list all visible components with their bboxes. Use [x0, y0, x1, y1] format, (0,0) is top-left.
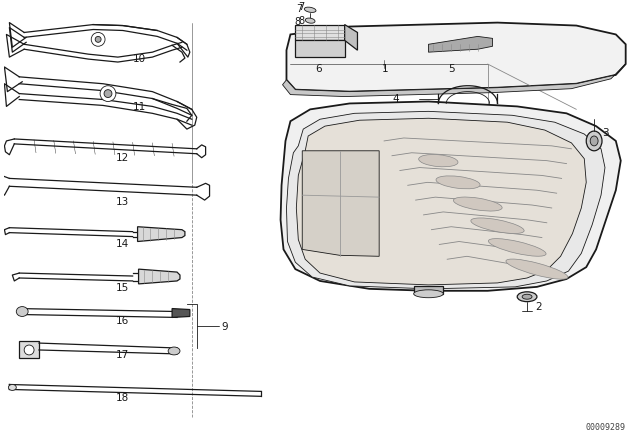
Polygon shape	[280, 102, 621, 291]
Ellipse shape	[8, 384, 16, 390]
Text: 6: 6	[315, 64, 322, 74]
Text: 5: 5	[448, 64, 455, 74]
Ellipse shape	[419, 155, 458, 167]
Polygon shape	[428, 36, 493, 52]
Text: 16: 16	[116, 316, 129, 327]
Ellipse shape	[413, 290, 444, 298]
Polygon shape	[295, 25, 345, 40]
Text: 12: 12	[116, 153, 129, 163]
Text: 7: 7	[298, 2, 305, 12]
Text: 18: 18	[116, 393, 129, 403]
Polygon shape	[19, 341, 39, 358]
Polygon shape	[287, 22, 626, 92]
Ellipse shape	[95, 36, 101, 42]
Ellipse shape	[16, 306, 28, 316]
Text: 4: 4	[392, 94, 399, 103]
Text: 2: 2	[535, 302, 541, 312]
Polygon shape	[302, 151, 379, 256]
Text: 11: 11	[132, 103, 146, 112]
Text: 7: 7	[296, 4, 303, 14]
Text: 10: 10	[132, 54, 146, 64]
Text: 17: 17	[116, 350, 129, 360]
Ellipse shape	[305, 18, 315, 23]
Polygon shape	[296, 118, 586, 285]
Ellipse shape	[488, 239, 546, 256]
Ellipse shape	[24, 345, 34, 355]
Ellipse shape	[436, 176, 480, 189]
Ellipse shape	[304, 7, 316, 13]
Ellipse shape	[92, 32, 105, 46]
Text: 14: 14	[116, 240, 129, 250]
Polygon shape	[172, 309, 190, 318]
Ellipse shape	[590, 136, 598, 146]
Polygon shape	[287, 112, 605, 289]
Polygon shape	[138, 227, 185, 241]
Text: 1: 1	[382, 64, 388, 74]
Text: 15: 15	[116, 283, 129, 293]
Ellipse shape	[471, 218, 524, 233]
Text: 8: 8	[294, 17, 301, 26]
Ellipse shape	[517, 292, 537, 302]
Ellipse shape	[586, 131, 602, 151]
Polygon shape	[139, 269, 180, 284]
Ellipse shape	[104, 90, 112, 98]
Polygon shape	[282, 64, 626, 97]
Text: 00009289: 00009289	[586, 423, 626, 432]
Text: 9: 9	[221, 322, 228, 332]
Ellipse shape	[453, 197, 502, 211]
Text: 3: 3	[602, 128, 609, 138]
Polygon shape	[345, 25, 358, 50]
Ellipse shape	[168, 347, 180, 355]
Polygon shape	[413, 286, 444, 294]
Ellipse shape	[506, 259, 568, 279]
Polygon shape	[295, 40, 345, 57]
Ellipse shape	[100, 86, 116, 102]
Text: 8: 8	[298, 16, 305, 26]
Ellipse shape	[522, 294, 532, 299]
Text: 13: 13	[116, 197, 129, 207]
